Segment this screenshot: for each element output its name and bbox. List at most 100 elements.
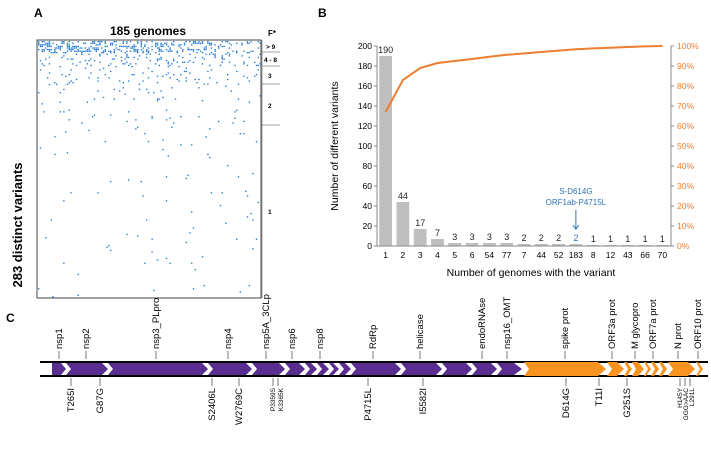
matrix-dot [245,190,247,192]
matrix-dot [218,120,220,123]
matrix-dot [178,55,180,57]
matrix-dot [65,75,67,77]
gene-nsp16 [497,363,522,375]
bar-value-label: 2 [539,233,544,243]
x-tick-label: 6 [470,250,475,260]
panel-c: C [6,294,708,425]
matrix-dot [196,82,198,84]
matrix-dot [167,72,169,74]
matrix-dot [110,52,112,54]
matrix-dot [75,53,78,55]
group-label-2: 2 [268,103,272,110]
matrix-dot [104,42,106,44]
matrix-dot [104,41,106,43]
matrix-dot [52,42,54,44]
gene-label-orf7a: ORF7a prot [648,299,659,349]
bar-value-label: 17 [415,218,425,228]
matrix-dot [113,98,115,100]
matrix-dot [59,49,61,51]
mutation-t265i: T265I [66,388,77,412]
matrix-dot [50,52,52,54]
matrix-dot [61,56,63,59]
bar-value-label: 7 [435,228,440,238]
matrix-dot [243,50,245,52]
bar-value-label: 190 [378,45,393,55]
matrix-dot [47,44,49,46]
matrix-dot [210,47,213,49]
matrix-dot [74,45,76,48]
matrix-dot [115,66,117,68]
matrix-dot [162,50,164,52]
matrix-dot [113,58,115,60]
matrix-dot [189,232,191,234]
gene-label-m: M glycopro [630,303,641,349]
matrix-dot [126,47,128,49]
bar-value-label: 44 [398,191,408,201]
matrix-dot [72,58,74,60]
matrix-dot [138,55,141,57]
matrix-dot [192,50,195,52]
gene-nsp2 [66,363,108,375]
matrix-dot [97,49,99,51]
matrix-dot [214,55,216,57]
matrix-dot [185,41,187,43]
matrix-dot [218,45,220,48]
matrix-dot [255,141,258,143]
mutation-t11i: T11I [594,388,605,406]
bar-value-label: 1 [625,234,630,244]
matrix-dot [171,42,173,44]
matrix-dot [142,72,144,74]
matrix-dot [43,50,45,52]
matrix-dot [174,98,177,100]
matrix-dot [135,119,137,121]
matrix-dot [110,70,112,73]
gene-nsp10 [339,363,351,375]
matrix-dot [257,69,259,71]
matrix-dot [68,49,70,51]
matrix-dot [47,45,49,48]
matrix-dot [146,41,148,43]
matrix-dot [52,296,54,298]
matrix-dot [185,241,187,244]
x-tick-label: 77 [502,250,512,260]
matrix-dot [126,120,128,123]
matrix-dot [110,50,112,52]
matrix-dot [140,44,142,46]
matrix-dot [156,42,159,44]
matrix-dot [160,58,162,60]
gene-orf8 [659,362,667,376]
distinct-variants-label: 283 distinct variants [10,163,25,288]
matrix-dot [124,58,126,60]
matrix-dot [176,61,178,63]
matrix-dot [135,45,137,48]
matrix-dot [115,55,117,57]
matrix-dot [200,42,202,44]
matrix-dot [66,50,69,52]
matrix-dot [248,285,250,287]
matrix-dot [86,101,88,103]
x-axis-title: Number of genomes with the variant [447,267,616,279]
matrix-dot [252,173,254,175]
matrix-dot [243,61,245,63]
matrix-dot [165,74,168,76]
matrix-dot [169,47,171,49]
matrix-dot [185,67,187,69]
matrix-dot [201,52,204,54]
matrix-dot [54,153,56,156]
x-tick-label: 12 [606,250,616,260]
matrix-dot [176,78,178,81]
matrix-dot [237,83,240,85]
matrix-dot [180,144,182,146]
matrix-dot [128,56,130,59]
matrix-dot [160,56,162,59]
gene-nsp5 [252,363,285,375]
matrix-dot [66,58,69,60]
matrix-dot [84,47,87,49]
matrix-dot [142,52,144,54]
frequency-group-marks: > 9 4 - 8 3 2 1 [261,40,280,298]
matrix-dot [39,45,42,48]
matrix-dot [198,49,200,51]
gene-label-nsp4: nsp4 [223,328,234,349]
matrix-dot [72,45,74,48]
matrix-dot [250,41,252,43]
